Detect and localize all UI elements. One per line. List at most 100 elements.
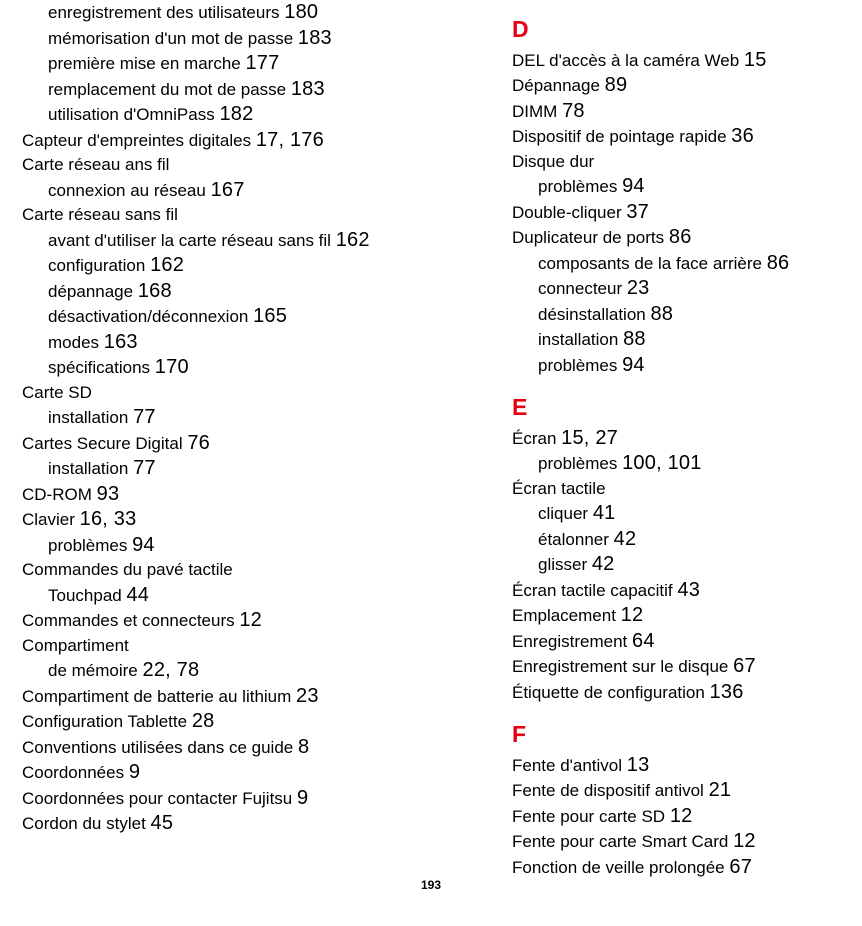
entry-pages[interactable]: 168	[138, 280, 172, 302]
entry-pages[interactable]: 13	[627, 754, 650, 776]
entry-pages[interactable]: 45	[151, 812, 174, 834]
index-entry: DEL d'accès à la caméra Web 15	[512, 48, 842, 74]
entry-pages[interactable]: 77	[133, 457, 156, 479]
entry-pages[interactable]: 15	[744, 49, 767, 71]
entry-label: Commandes du pavé tactile	[22, 560, 233, 579]
entry-pages[interactable]: 86	[669, 226, 692, 248]
entry-label: Cartes Secure Digital	[22, 434, 183, 453]
entry-pages[interactable]: 43	[677, 579, 700, 601]
entry-pages[interactable]: 16, 33	[80, 508, 137, 530]
entry-pages[interactable]: 78	[562, 100, 585, 122]
entry-pages[interactable]: 170	[155, 356, 189, 378]
entry-pages[interactable]: 167	[211, 179, 245, 201]
entry-pages[interactable]: 94	[622, 354, 645, 376]
entry-pages[interactable]: 182	[219, 103, 253, 125]
entry-pages[interactable]: 37	[626, 201, 649, 223]
entry-label: mémorisation d'un mot de passe	[48, 29, 293, 48]
entry-pages[interactable]: 89	[605, 74, 628, 96]
index-entry: Coordonnées pour contacter Fujitsu 9	[22, 786, 432, 812]
index-entry: installation 77	[22, 456, 432, 482]
entry-label: remplacement du mot de passe	[48, 80, 286, 99]
entry-pages[interactable]: 183	[298, 27, 332, 49]
entry-label: Commandes et connecteurs	[22, 611, 235, 630]
entry-pages[interactable]: 136	[710, 681, 744, 703]
entry-pages[interactable]: 162	[150, 254, 184, 276]
entry-pages[interactable]: 17, 176	[256, 129, 324, 151]
entry-label: Configuration Tablette	[22, 712, 187, 731]
index-entry: Disque dur	[512, 150, 842, 175]
index-entry: Compartiment	[22, 634, 432, 659]
entry-label: Compartiment de batterie au lithium	[22, 687, 291, 706]
entry-label: Carte réseau sans fil	[22, 205, 178, 224]
index-entry: Duplicateur de ports 86	[512, 225, 842, 251]
entry-pages[interactable]: 12	[733, 830, 756, 852]
entry-pages[interactable]: 94	[622, 175, 645, 197]
index-entry: Dépannage 89	[512, 73, 842, 99]
entry-pages[interactable]: 12	[670, 805, 693, 827]
index-entry: utilisation d'OmniPass 182	[22, 102, 432, 128]
entry-pages[interactable]: 8	[298, 736, 309, 758]
index-entry: Carte SD	[22, 381, 432, 406]
entry-pages[interactable]: 42	[592, 553, 615, 575]
entry-pages[interactable]: 67	[733, 655, 756, 677]
index-columns: enregistrement des utilisateurs 180 mémor…	[22, 0, 840, 880]
entry-label: Cordon du stylet	[22, 814, 146, 833]
index-entry: avant d'utiliser la carte réseau sans fi…	[22, 228, 432, 254]
entry-label: Carte réseau ans fil	[22, 155, 169, 174]
index-letter: D	[512, 16, 842, 44]
entry-label: installation	[48, 408, 128, 427]
entry-pages[interactable]: 88	[623, 328, 646, 350]
entry-pages[interactable]: 9	[129, 761, 140, 783]
entry-pages[interactable]: 67	[729, 856, 752, 878]
entry-label: utilisation d'OmniPass	[48, 105, 215, 124]
entry-label: Duplicateur de ports	[512, 228, 664, 247]
entry-label: enregistrement des utilisateurs	[48, 3, 280, 22]
entry-pages[interactable]: 44	[126, 584, 149, 606]
index-entry: Emplacement 12	[512, 603, 842, 629]
entry-label: configuration	[48, 256, 145, 275]
entry-pages[interactable]: 93	[97, 483, 120, 505]
page-number: 193	[0, 878, 862, 892]
entry-pages[interactable]: 42	[614, 528, 637, 550]
entry-pages[interactable]: 9	[297, 787, 308, 809]
entry-pages[interactable]: 88	[650, 303, 673, 325]
entry-pages[interactable]: 36	[731, 125, 754, 147]
entry-pages[interactable]: 64	[632, 630, 655, 652]
entry-pages[interactable]: 180	[284, 1, 318, 23]
entry-pages[interactable]: 21	[709, 779, 732, 801]
entry-pages[interactable]: 165	[253, 305, 287, 327]
entry-pages[interactable]: 100, 101	[622, 452, 701, 474]
entry-pages[interactable]: 41	[593, 502, 616, 524]
index-entry: Fente pour carte Smart Card 12	[512, 829, 842, 855]
entry-pages[interactable]: 23	[627, 277, 650, 299]
entry-pages[interactable]: 94	[132, 534, 155, 556]
index-entry: Écran tactile	[512, 477, 842, 502]
entry-label: Enregistrement sur le disque	[512, 657, 728, 676]
index-entry: Enregistrement 64	[512, 629, 842, 655]
entry-pages[interactable]: 163	[104, 331, 138, 353]
index-entry: spécifications 170	[22, 355, 432, 381]
entry-pages[interactable]: 77	[133, 406, 156, 428]
entry-pages[interactable]: 12	[621, 604, 644, 626]
entry-pages[interactable]: 15, 27	[561, 427, 618, 449]
entry-pages[interactable]: 12	[239, 609, 262, 631]
entry-pages[interactable]: 23	[296, 685, 319, 707]
entry-pages[interactable]: 76	[187, 432, 210, 454]
index-entry: problèmes 100, 101	[512, 451, 842, 477]
entry-pages[interactable]: 162	[336, 229, 370, 251]
index-entry: installation 77	[22, 405, 432, 431]
entry-pages[interactable]: 86	[767, 252, 790, 274]
entry-label: Écran	[512, 429, 556, 448]
index-entry: Double-cliquer 37	[512, 200, 842, 226]
entry-label: Disque dur	[512, 152, 594, 171]
entry-pages[interactable]: 28	[192, 710, 215, 732]
entry-pages[interactable]: 22, 78	[143, 659, 200, 681]
entry-label: Coordonnées pour contacter Fujitsu	[22, 789, 292, 808]
entry-label: Fente d'antivol	[512, 756, 622, 775]
entry-pages[interactable]: 177	[245, 52, 279, 74]
index-entry: désactivation/déconnexion 165	[22, 304, 432, 330]
entry-label: Écran tactile	[512, 479, 606, 498]
index-entry: étalonner 42	[512, 527, 842, 553]
entry-label: Touchpad	[48, 586, 122, 605]
entry-pages[interactable]: 183	[291, 78, 325, 100]
